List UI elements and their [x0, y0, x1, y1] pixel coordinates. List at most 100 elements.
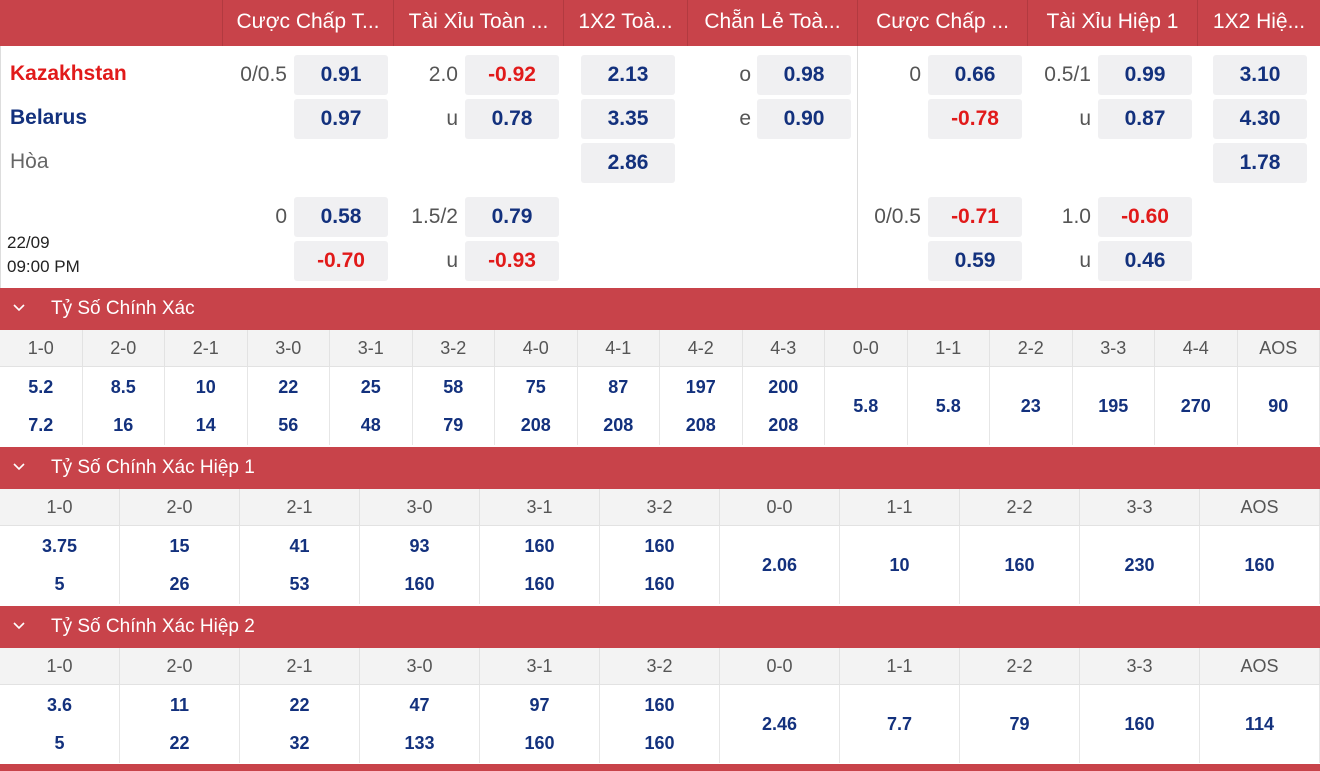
score-odds-cell[interactable]: 47 133	[360, 685, 480, 763]
away-score-odds[interactable]: 32	[289, 733, 310, 753]
score-odds[interactable]: 10	[889, 555, 910, 575]
home-score-odds[interactable]: 25	[360, 377, 381, 397]
score-odds[interactable]: 160	[1124, 714, 1155, 734]
home-score-odds[interactable]: 197	[685, 377, 716, 397]
odds-button[interactable]: -0.93	[465, 241, 559, 281]
score-odds-cell[interactable]: 22 32	[240, 685, 360, 763]
home-score-odds[interactable]: 93	[409, 536, 430, 556]
score-odds-cell[interactable]: 11 22	[120, 685, 240, 763]
home-score-odds[interactable]: 58	[443, 377, 464, 397]
odds-button[interactable]: 2.86	[581, 143, 675, 183]
away-score-odds[interactable]: 16	[113, 415, 134, 435]
col-oddeven-full[interactable]: Chẵn Lẻ Toà...	[687, 0, 857, 46]
section-header[interactable]: Tỷ Số Chính Xác Hiệp 2	[0, 606, 1320, 648]
score-odds-cell[interactable]: 93 160	[360, 526, 480, 604]
chevron-down-icon[interactable]	[10, 296, 28, 318]
section-header[interactable]: Tỷ Số Chính Xác	[0, 288, 1320, 330]
odds-button[interactable]: 0.79	[465, 197, 559, 237]
home-score-odds[interactable]: 10	[195, 377, 216, 397]
score-odds[interactable]: 270	[1180, 396, 1211, 416]
odds-button[interactable]: 4.30	[1213, 99, 1307, 139]
odds-button[interactable]: 0.59	[928, 241, 1022, 281]
score-odds-cell[interactable]: 79	[960, 685, 1080, 763]
score-odds-cell[interactable]: 160 160	[480, 526, 600, 604]
away-score-odds[interactable]: 48	[360, 415, 381, 435]
col-1x2-full[interactable]: 1X2 Toà...	[563, 0, 687, 46]
away-score-odds[interactable]: 14	[195, 415, 216, 435]
away-score-odds[interactable]: 208	[768, 415, 799, 435]
away-score-odds[interactable]: 22	[169, 733, 190, 753]
away-score-odds[interactable]: 208	[520, 415, 551, 435]
odds-button[interactable]: 3.35	[581, 99, 675, 139]
odds-button[interactable]: 0.66	[928, 55, 1022, 95]
away-score-odds[interactable]: 208	[603, 415, 634, 435]
score-odds-cell[interactable]: 160	[1200, 526, 1320, 604]
score-odds[interactable]: 79	[1009, 714, 1030, 734]
score-odds-cell[interactable]: 160	[960, 526, 1080, 604]
score-odds[interactable]: 5.8	[935, 396, 961, 416]
score-odds-cell[interactable]: 160 160	[600, 526, 720, 604]
odds-button[interactable]: 2.13	[581, 55, 675, 95]
home-score-odds[interactable]: 47	[409, 695, 430, 715]
odds-button[interactable]: -0.71	[928, 197, 1022, 237]
score-odds-cell[interactable]: 160	[1080, 685, 1200, 763]
home-score-odds[interactable]: 41	[289, 536, 310, 556]
home-score-odds[interactable]: 160	[644, 695, 675, 715]
away-score-odds[interactable]: 26	[169, 574, 190, 594]
score-odds[interactable]: 160	[1244, 555, 1275, 575]
score-odds-cell[interactable]: 3.75 5	[0, 526, 120, 604]
odds-button[interactable]: 0.99	[1098, 55, 1192, 95]
score-odds[interactable]: 230	[1124, 555, 1155, 575]
home-score-odds[interactable]: 3.6	[46, 695, 73, 715]
score-odds-cell[interactable]: 200 208	[743, 367, 825, 445]
score-odds-cell[interactable]: 25 48	[330, 367, 413, 445]
score-odds[interactable]: 160	[1004, 555, 1035, 575]
score-odds-cell[interactable]: 10 14	[165, 367, 248, 445]
away-score-odds[interactable]: 160	[644, 733, 675, 753]
score-odds-cell[interactable]: 5.8	[908, 367, 990, 445]
odds-button[interactable]: 0.58	[294, 197, 388, 237]
away-score-odds[interactable]: 160	[404, 574, 435, 594]
home-score-odds[interactable]: 5.2	[28, 377, 54, 397]
score-odds[interactable]: 90	[1268, 396, 1289, 416]
score-odds-cell[interactable]: 5.8	[825, 367, 908, 445]
odds-button[interactable]: 0.87	[1098, 99, 1192, 139]
score-odds-cell[interactable]: 2.06	[720, 526, 840, 604]
odds-button[interactable]: 0.98	[757, 55, 851, 95]
score-odds[interactable]: 5.8	[853, 396, 879, 416]
odds-button[interactable]: 3.10	[1213, 55, 1307, 95]
home-team-name[interactable]: Kazakhstan	[10, 62, 127, 85]
away-score-odds[interactable]: 5	[54, 574, 65, 594]
home-score-odds[interactable]: 87	[608, 377, 629, 397]
score-odds-cell[interactable]: 75 208	[495, 367, 578, 445]
score-odds-cell[interactable]: 197 208	[660, 367, 743, 445]
score-odds-cell[interactable]: 5.2 7.2	[0, 367, 83, 445]
odds-button[interactable]: 0.97	[294, 99, 388, 139]
home-score-odds[interactable]: 22	[289, 695, 310, 715]
home-score-odds[interactable]: 97	[529, 695, 550, 715]
home-score-odds[interactable]: 3.75	[41, 536, 78, 556]
score-odds[interactable]: 2.06	[761, 555, 798, 575]
odds-button[interactable]: -0.70	[294, 241, 388, 281]
score-odds[interactable]: 2.46	[761, 714, 798, 734]
away-score-odds[interactable]: 160	[524, 574, 555, 594]
odds-button[interactable]: 0.46	[1098, 241, 1192, 281]
chevron-down-icon[interactable]	[10, 614, 28, 636]
home-score-odds[interactable]: 11	[169, 695, 190, 715]
home-score-odds[interactable]: 22	[278, 377, 299, 397]
home-score-odds[interactable]: 160	[524, 536, 555, 556]
score-odds-cell[interactable]: 2.46	[720, 685, 840, 763]
away-score-odds[interactable]: 56	[278, 415, 299, 435]
score-odds-cell[interactable]: 195	[1073, 367, 1155, 445]
home-score-odds[interactable]: 15	[169, 536, 190, 556]
chevron-down-icon[interactable]	[10, 455, 28, 477]
away-score-odds[interactable]: 133	[404, 733, 435, 753]
score-odds-cell[interactable]: 230	[1080, 526, 1200, 604]
score-odds[interactable]: 23	[1020, 396, 1041, 416]
col-handicap-h1[interactable]: Cược Chấp ...	[857, 0, 1027, 46]
odds-button[interactable]: 0.90	[757, 99, 851, 139]
score-odds-cell[interactable]: 23	[990, 367, 1073, 445]
col-handicap-full[interactable]: Cược Chấp T...	[222, 0, 393, 46]
away-score-odds[interactable]: 53	[289, 574, 310, 594]
section-header[interactable]: Tỷ Số Chính Xác Hiệp 1	[0, 447, 1320, 489]
